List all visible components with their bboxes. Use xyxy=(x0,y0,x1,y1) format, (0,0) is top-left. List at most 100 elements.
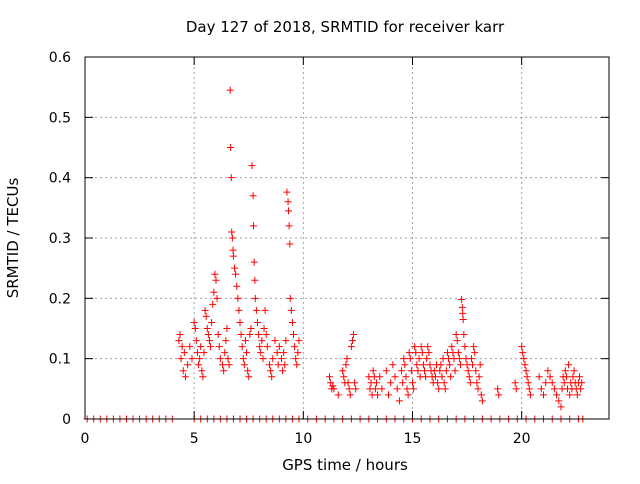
data-point xyxy=(398,367,406,375)
data-point xyxy=(557,403,565,411)
data-point xyxy=(417,343,425,351)
data-point xyxy=(436,367,444,375)
data-point xyxy=(475,373,483,381)
data-point xyxy=(268,373,276,381)
data-point xyxy=(472,367,480,375)
data-point xyxy=(347,343,355,351)
data-point xyxy=(374,391,382,399)
data-point xyxy=(203,325,211,332)
data-point xyxy=(561,367,569,375)
data-point xyxy=(454,349,462,357)
data-point xyxy=(294,349,302,357)
y-tick-label: 0.5 xyxy=(49,110,71,126)
data-point xyxy=(234,294,242,302)
data-point xyxy=(175,337,183,345)
data-point xyxy=(389,361,397,369)
data-point xyxy=(255,331,263,339)
data-point xyxy=(295,337,303,345)
data-point xyxy=(284,207,292,215)
data-point xyxy=(210,288,218,296)
data-point xyxy=(409,379,416,387)
data-point xyxy=(424,343,432,351)
data-point xyxy=(225,361,233,369)
data-point xyxy=(238,343,246,351)
axis-ticks: 0 0.1 0.2 0.3 0.4 0.5 0.6 0 5 10 15 20 xyxy=(49,50,609,447)
data-point xyxy=(369,367,377,375)
data-point xyxy=(522,367,530,375)
data-point xyxy=(411,343,419,351)
data-point xyxy=(511,379,519,387)
data-point xyxy=(209,300,217,308)
data-point xyxy=(423,355,431,363)
data-point xyxy=(241,337,249,345)
data-point xyxy=(550,385,558,393)
data-point xyxy=(286,294,294,302)
data-point xyxy=(447,373,455,381)
data-point xyxy=(177,355,185,363)
data-point xyxy=(576,373,584,381)
data-point xyxy=(239,355,247,363)
data-point xyxy=(258,337,266,345)
data-point xyxy=(466,379,474,387)
data-point xyxy=(195,361,203,369)
x-tick-label: 5 xyxy=(190,431,199,447)
data-point xyxy=(459,309,467,317)
data-point xyxy=(257,349,265,357)
data-point xyxy=(291,343,299,351)
data-point xyxy=(544,367,552,375)
data-point xyxy=(201,306,209,314)
data-point xyxy=(216,355,224,363)
data-point xyxy=(191,325,199,332)
data-point xyxy=(378,385,386,393)
data-point xyxy=(231,264,239,272)
data-point xyxy=(464,367,472,375)
data-point xyxy=(446,361,454,369)
data-point xyxy=(399,379,407,387)
data-point xyxy=(526,391,534,399)
data-point xyxy=(471,349,479,357)
data-point xyxy=(410,385,418,393)
y-tick-label: 0 xyxy=(62,412,71,428)
data-point xyxy=(330,385,338,393)
data-point xyxy=(542,379,550,387)
data-point xyxy=(188,355,196,363)
data-point xyxy=(438,373,446,381)
data-point xyxy=(271,337,279,345)
data-point xyxy=(553,391,561,399)
data-point xyxy=(519,349,527,357)
data-point xyxy=(282,337,290,345)
data-point xyxy=(478,397,486,405)
data-point xyxy=(495,391,503,399)
data-point xyxy=(535,373,543,381)
data-point xyxy=(181,373,189,381)
data-point xyxy=(407,367,415,375)
data-point xyxy=(465,373,473,381)
data-point xyxy=(293,361,301,369)
data-point xyxy=(178,343,186,351)
data-point xyxy=(340,373,348,381)
data-point xyxy=(190,318,198,326)
data-point xyxy=(260,325,268,332)
data-point xyxy=(334,391,342,399)
data-points xyxy=(83,86,587,423)
data-point xyxy=(281,361,289,369)
data-point xyxy=(406,355,414,363)
data-point xyxy=(208,318,216,326)
data-point xyxy=(292,355,300,363)
data-point xyxy=(213,294,221,302)
data-point xyxy=(451,367,459,375)
data-point xyxy=(537,385,545,393)
data-point xyxy=(421,367,429,375)
data-point xyxy=(546,373,554,381)
x-axis-label: GPS time / hours xyxy=(282,456,408,474)
data-point xyxy=(253,318,261,326)
data-point xyxy=(413,361,421,369)
data-point xyxy=(460,331,468,339)
data-point xyxy=(212,276,220,284)
data-point xyxy=(184,361,192,369)
data-point xyxy=(573,391,581,399)
data-point xyxy=(219,361,227,369)
data-point xyxy=(273,349,281,357)
data-point xyxy=(250,222,258,230)
